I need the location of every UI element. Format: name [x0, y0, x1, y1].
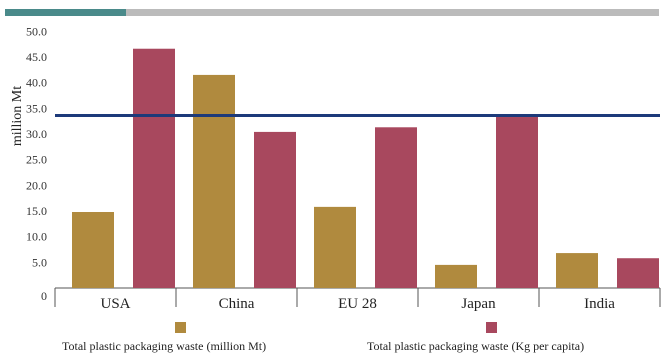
y-axis-title: million Mt: [10, 86, 25, 146]
x-axis-labels: USA China EU 28 Japan India: [100, 296, 615, 312]
x-category-label: China: [219, 296, 255, 312]
bar-india-series-2: [617, 258, 659, 288]
bar-japan-series-1: [435, 264, 477, 288]
y-tick-label: 0: [41, 289, 47, 303]
bars: [72, 48, 659, 289]
y-tick-label: 35.0: [26, 101, 47, 115]
x-category-label: USA: [100, 296, 130, 312]
bar-japan-series-2: [496, 117, 538, 289]
y-tick-label: 30.0: [26, 127, 47, 141]
legend-label-1: Total plastic packaging waste (million M…: [62, 339, 266, 353]
legend: Total plastic packaging waste (million M…: [62, 322, 584, 353]
bar-eu-28-series-2: [375, 127, 417, 289]
bar-eu-28-series-1: [314, 206, 356, 288]
x-category-label: India: [584, 296, 615, 312]
bar-india-series-1: [556, 253, 598, 288]
legend-swatch-1: [175, 322, 186, 333]
bar-china-series-2: [254, 131, 296, 288]
top-rest-bar: [126, 9, 659, 16]
legend-label-2: Total plastic packaging waste (Kg per ca…: [367, 339, 584, 353]
bar-china-series-1: [193, 74, 235, 289]
x-category-label: Japan: [461, 296, 496, 312]
y-tick-label: 5.0: [32, 255, 47, 269]
top-accent-bar: [5, 9, 126, 16]
y-tick-label: 20.0: [26, 178, 47, 192]
y-tick-label: 10.0: [26, 230, 47, 244]
y-axis-ticks: 0 5.0 10.0 15.0 20.0 25.0 30.0 35.0 40.0 45.0 50.0: [26, 24, 47, 303]
y-tick-label: 45.0: [26, 50, 47, 64]
bar-usa-series-2: [133, 48, 175, 288]
y-tick-label: 15.0: [26, 204, 47, 218]
bar-usa-series-1: [72, 212, 114, 288]
y-tick-label: 50.0: [26, 24, 47, 38]
y-tick-label: 25.0: [26, 153, 47, 167]
y-tick-label: 40.0: [26, 76, 47, 90]
legend-swatch-2: [486, 322, 497, 333]
x-category-label: EU 28: [338, 296, 377, 312]
